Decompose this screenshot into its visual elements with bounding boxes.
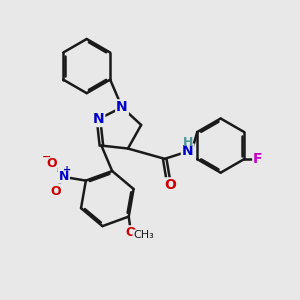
- Text: N: N: [93, 112, 104, 126]
- Text: N: N: [116, 100, 128, 114]
- Text: N: N: [58, 170, 69, 183]
- Text: O: O: [50, 185, 61, 198]
- Text: −: −: [41, 152, 51, 162]
- Text: H: H: [182, 136, 193, 148]
- Text: +: +: [63, 165, 71, 175]
- Text: F: F: [253, 152, 263, 166]
- Text: O: O: [164, 178, 176, 192]
- Text: CH₃: CH₃: [133, 230, 154, 240]
- Text: O: O: [46, 157, 57, 170]
- Text: O: O: [125, 226, 136, 239]
- Text: N: N: [182, 145, 194, 158]
